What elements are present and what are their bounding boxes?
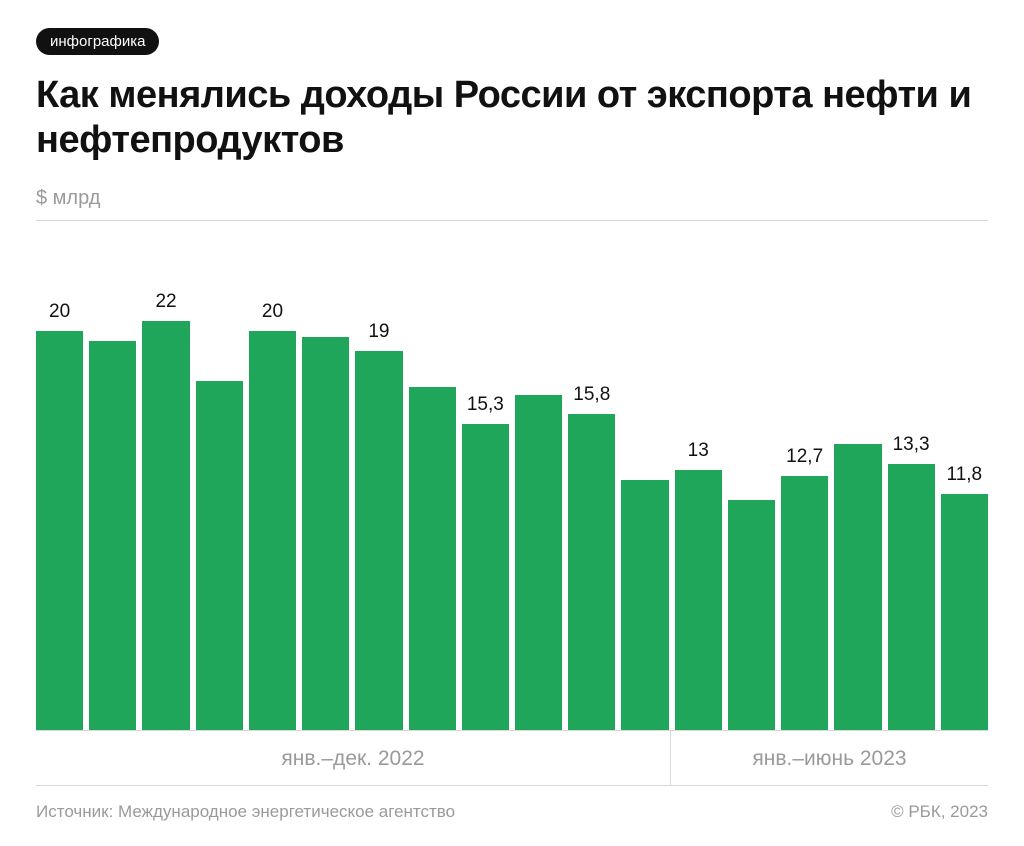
bar-value-label: 12,7	[786, 446, 823, 470]
bar-rect	[36, 331, 83, 730]
chart-title: Как менялись доходы России от экспорта н…	[36, 73, 988, 163]
bar-16: 13,3	[888, 291, 935, 730]
bar-14: 12,7	[781, 291, 828, 730]
bar-rect	[355, 351, 402, 730]
attribution-text: © РБК, 2023	[891, 802, 988, 822]
bar-rect	[728, 500, 775, 730]
bar-8: 15,3	[462, 291, 509, 730]
bar-rect	[568, 414, 615, 730]
bar-value-label: 15,3	[467, 394, 504, 418]
bar-0: 20	[36, 291, 83, 730]
bar-3	[196, 291, 243, 730]
bar-value-label: 19	[368, 321, 389, 345]
bar-9	[515, 291, 562, 730]
bar-10: 15,8	[568, 291, 615, 730]
bar-15	[834, 291, 881, 730]
bar-rect	[621, 480, 668, 730]
bar-rect	[196, 381, 243, 730]
bar-rect	[89, 341, 136, 730]
infographic-container: инфографика Как менялись доходы России о…	[0, 0, 1024, 846]
bar-rect	[409, 387, 456, 730]
bar-12: 13	[675, 291, 722, 730]
x-axis-group-label: янв.–дек. 2022	[36, 747, 670, 771]
bar-4: 20	[249, 291, 296, 730]
bar-rect	[941, 494, 988, 730]
bar-7	[409, 291, 456, 730]
source-text: Источник: Международное энергетическое а…	[36, 802, 455, 822]
bar-6: 19	[355, 291, 402, 730]
bar-13	[728, 291, 775, 730]
category-badge: инфографика	[36, 28, 159, 55]
bar-rect	[515, 395, 562, 730]
bar-rect	[462, 424, 509, 730]
bar-1	[89, 291, 136, 730]
bar-rect	[834, 444, 881, 730]
bar-2: 22	[142, 291, 189, 730]
bar-rect	[302, 337, 349, 730]
x-axis-group-label: янв.–июнь 2023	[671, 747, 988, 771]
bar-rect	[249, 331, 296, 730]
x-axis-groups: янв.–дек. 2022янв.–июнь 2023	[36, 731, 988, 786]
bar-rect	[888, 464, 935, 730]
bar-5	[302, 291, 349, 730]
bar-17: 11,8	[941, 291, 988, 730]
bar-value-label: 13	[688, 440, 709, 464]
bar-chart: 20 22 20 19 15,3 15,8 13 12,7 13,3 11,8	[36, 220, 988, 731]
bar-11	[621, 291, 668, 730]
bar-value-label: 22	[155, 291, 176, 315]
bar-value-label: 15,8	[573, 384, 610, 408]
bar-value-label: 20	[49, 301, 70, 325]
y-axis-label: $ млрд	[36, 187, 988, 210]
bar-value-label: 11,8	[947, 464, 983, 488]
bar-rect	[142, 321, 189, 730]
chart-footer: Источник: Международное энергетическое а…	[36, 786, 988, 822]
bar-value-label: 20	[262, 301, 283, 325]
bar-rect	[675, 470, 722, 730]
bar-rect	[781, 476, 828, 730]
bar-value-label: 13,3	[893, 434, 930, 458]
